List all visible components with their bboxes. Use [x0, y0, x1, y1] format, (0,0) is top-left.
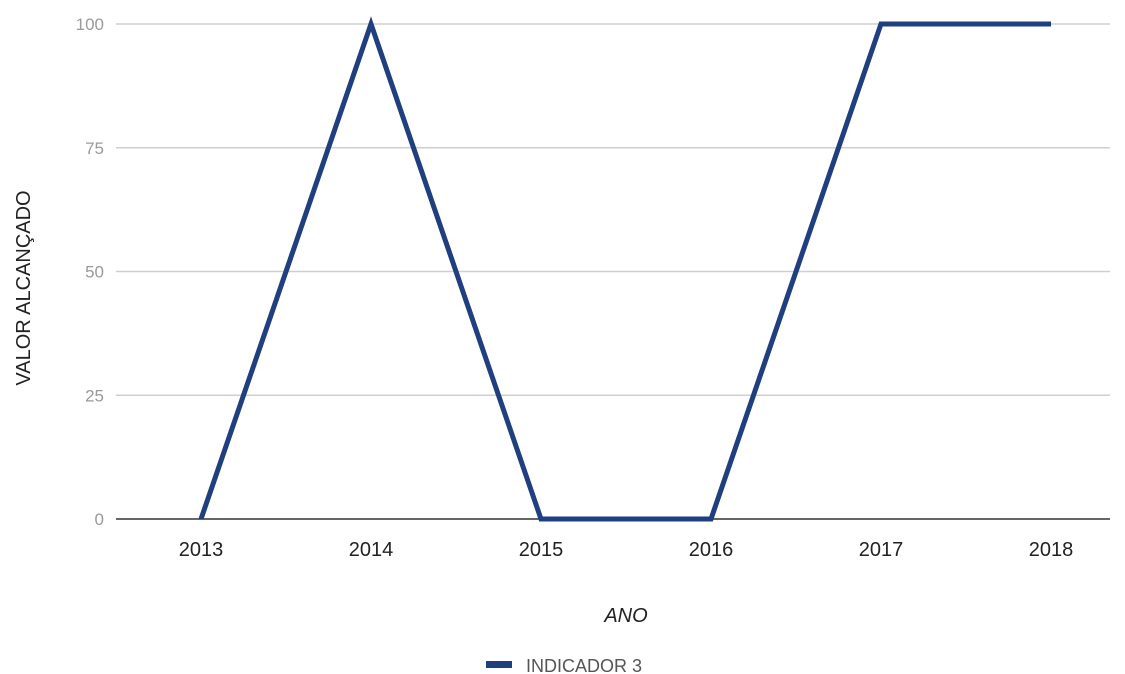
- x-tick-label-2017: 2017: [859, 539, 904, 561]
- y-tick-labels: 0 25 50 75 100: [76, 15, 104, 529]
- y-tick-label-50: 50: [85, 263, 104, 282]
- x-tick-label-2015: 2015: [519, 539, 564, 561]
- y-axis-title: VALOR ALCANÇADO: [13, 190, 35, 385]
- y-tick-label-0: 0: [95, 510, 104, 529]
- y-tick-label-25: 25: [85, 386, 104, 405]
- legend-label-indicador-3: INDICADOR 3: [526, 656, 642, 674]
- x-tick-label-2018: 2018: [1029, 539, 1074, 561]
- legend-swatch-indicador-3: [486, 661, 512, 668]
- series-lines: [198, 16, 1051, 522]
- y-tick-label-100: 100: [76, 15, 104, 34]
- x-tick-labels: 2013 2014 2015 2016 2017 2018: [179, 539, 1074, 561]
- y-tick-label-75: 75: [85, 139, 104, 158]
- x-tick-label-2013: 2013: [179, 539, 224, 561]
- x-tick-label-2016: 2016: [689, 539, 734, 561]
- x-axis-title: ANO: [603, 605, 647, 627]
- series-line-0: [198, 16, 1051, 522]
- legend: INDICADOR 3: [486, 656, 642, 674]
- x-tick-label-2014: 2014: [349, 539, 394, 561]
